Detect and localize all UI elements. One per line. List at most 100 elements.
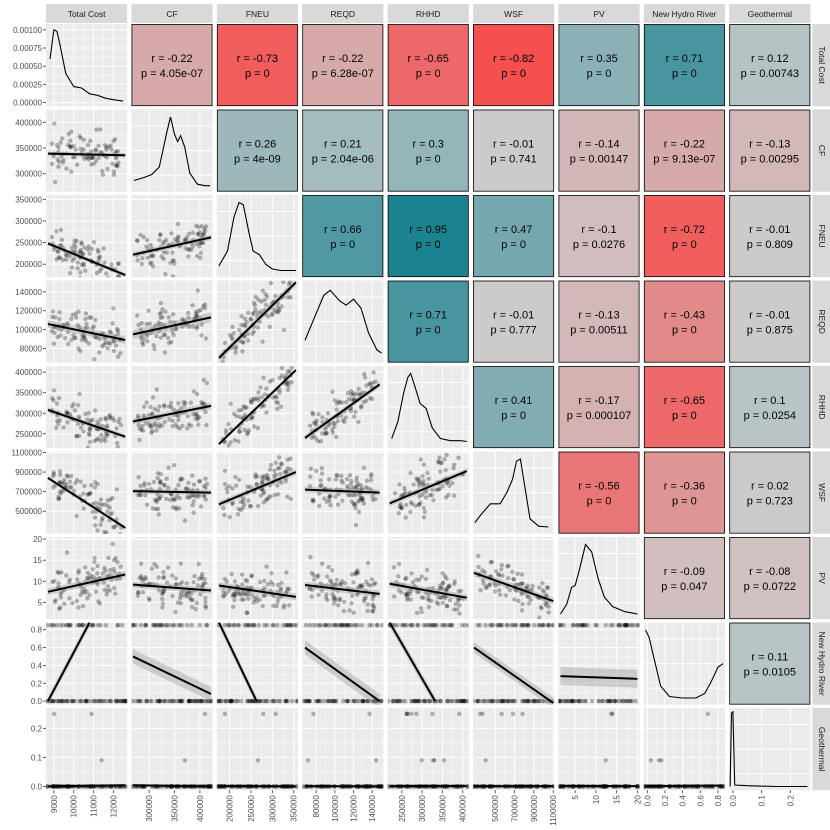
correlation-tile xyxy=(729,366,811,449)
scatter-point xyxy=(225,623,231,628)
scatter-point xyxy=(115,149,121,154)
scatter-point xyxy=(161,250,166,255)
scatter-point xyxy=(92,357,97,362)
scatter-point xyxy=(254,481,259,487)
scatter-point xyxy=(352,623,357,628)
scatter-point xyxy=(457,698,462,704)
scatter-point xyxy=(137,437,142,443)
scatter-point xyxy=(322,496,327,501)
scatter-point xyxy=(238,507,244,513)
scatter-point xyxy=(57,243,63,248)
scatter-point xyxy=(319,483,324,488)
scatter-point xyxy=(308,474,313,479)
scatter-point xyxy=(263,291,268,297)
scatter-point xyxy=(161,402,167,408)
scatter-point xyxy=(184,486,189,491)
scatter-point xyxy=(440,571,445,576)
scatter-point xyxy=(623,623,629,628)
scatter-point xyxy=(308,555,313,560)
scatter-point xyxy=(100,172,106,177)
scatter-point xyxy=(270,395,276,400)
scatter-point xyxy=(162,332,168,337)
scatter-point xyxy=(405,590,410,595)
x-tick-label: 120000 xyxy=(350,795,359,822)
scatter-point xyxy=(198,255,203,261)
scatter-point xyxy=(74,478,80,483)
scatter-point xyxy=(254,482,260,487)
scatter-point xyxy=(195,417,200,422)
scatter-point xyxy=(242,405,248,410)
scatter-point xyxy=(447,483,452,488)
scatter-point xyxy=(105,423,110,428)
scatter-point xyxy=(152,346,157,352)
scatter-point xyxy=(533,698,538,704)
scatter-point xyxy=(361,698,366,704)
scatter-point xyxy=(348,493,353,498)
scatter-point xyxy=(415,589,420,594)
correlation-tile xyxy=(643,24,725,107)
scatter-point xyxy=(416,698,421,704)
scatter-point xyxy=(185,414,191,419)
scatter-point xyxy=(333,434,339,440)
scatter-point xyxy=(139,261,144,267)
scatter-point xyxy=(242,412,248,418)
scatter-point xyxy=(193,698,198,704)
scatter-point xyxy=(261,500,266,505)
column-strip-5 xyxy=(473,4,555,23)
scatter-point xyxy=(484,584,489,589)
scatter-point xyxy=(261,711,266,716)
scatter-point xyxy=(113,156,119,161)
scatter-point xyxy=(359,404,364,409)
scatter-point xyxy=(260,480,265,485)
scatter-point xyxy=(426,604,432,610)
scatter-point xyxy=(251,396,257,401)
scatter-point xyxy=(405,597,410,602)
scatter-point xyxy=(278,588,284,593)
scatter-point xyxy=(59,570,64,575)
scatter-point xyxy=(249,698,255,704)
scatter-point xyxy=(112,585,117,591)
scatter-point xyxy=(370,380,376,385)
scatter-point xyxy=(148,487,154,492)
scatter-point xyxy=(145,238,150,243)
scatter-point xyxy=(108,416,113,421)
scatter-point xyxy=(436,460,441,465)
scatter-point xyxy=(491,698,496,704)
scatter-point xyxy=(197,623,202,628)
scatter-point xyxy=(82,587,87,592)
scatter-point xyxy=(624,623,629,628)
scatter-point xyxy=(487,582,493,587)
scatter-panel xyxy=(47,469,126,534)
scatter-point xyxy=(364,383,369,388)
scatter-point xyxy=(156,506,161,512)
scatter-point xyxy=(311,623,316,628)
scatter-point xyxy=(150,395,156,400)
scatter-point xyxy=(325,411,331,416)
scatter-point xyxy=(96,599,101,604)
scatter-point xyxy=(447,598,453,603)
scatter-point xyxy=(397,503,402,509)
scatter-point xyxy=(98,623,103,628)
scatter-point xyxy=(157,496,162,502)
scatter-point xyxy=(131,623,136,628)
scatter-point xyxy=(224,486,229,491)
scatter-point xyxy=(199,698,205,704)
scatter-point xyxy=(149,412,155,417)
scatter-point xyxy=(171,698,176,704)
scatter-point xyxy=(180,698,185,704)
scatter-point xyxy=(360,698,365,704)
scatter-point xyxy=(433,623,438,628)
scatter-point xyxy=(51,388,57,393)
scatter-point xyxy=(138,574,144,579)
scatter-point xyxy=(138,623,144,628)
scatter-point xyxy=(579,623,584,628)
scatter-point xyxy=(73,244,78,250)
regression-line xyxy=(132,236,212,256)
scatter-point xyxy=(358,584,363,589)
scatter-point xyxy=(83,411,88,417)
scatter-point xyxy=(146,412,152,417)
scatter-point xyxy=(414,476,419,481)
scatter-point xyxy=(507,588,513,593)
scatter-point xyxy=(171,623,177,628)
scatter-point xyxy=(272,468,277,473)
